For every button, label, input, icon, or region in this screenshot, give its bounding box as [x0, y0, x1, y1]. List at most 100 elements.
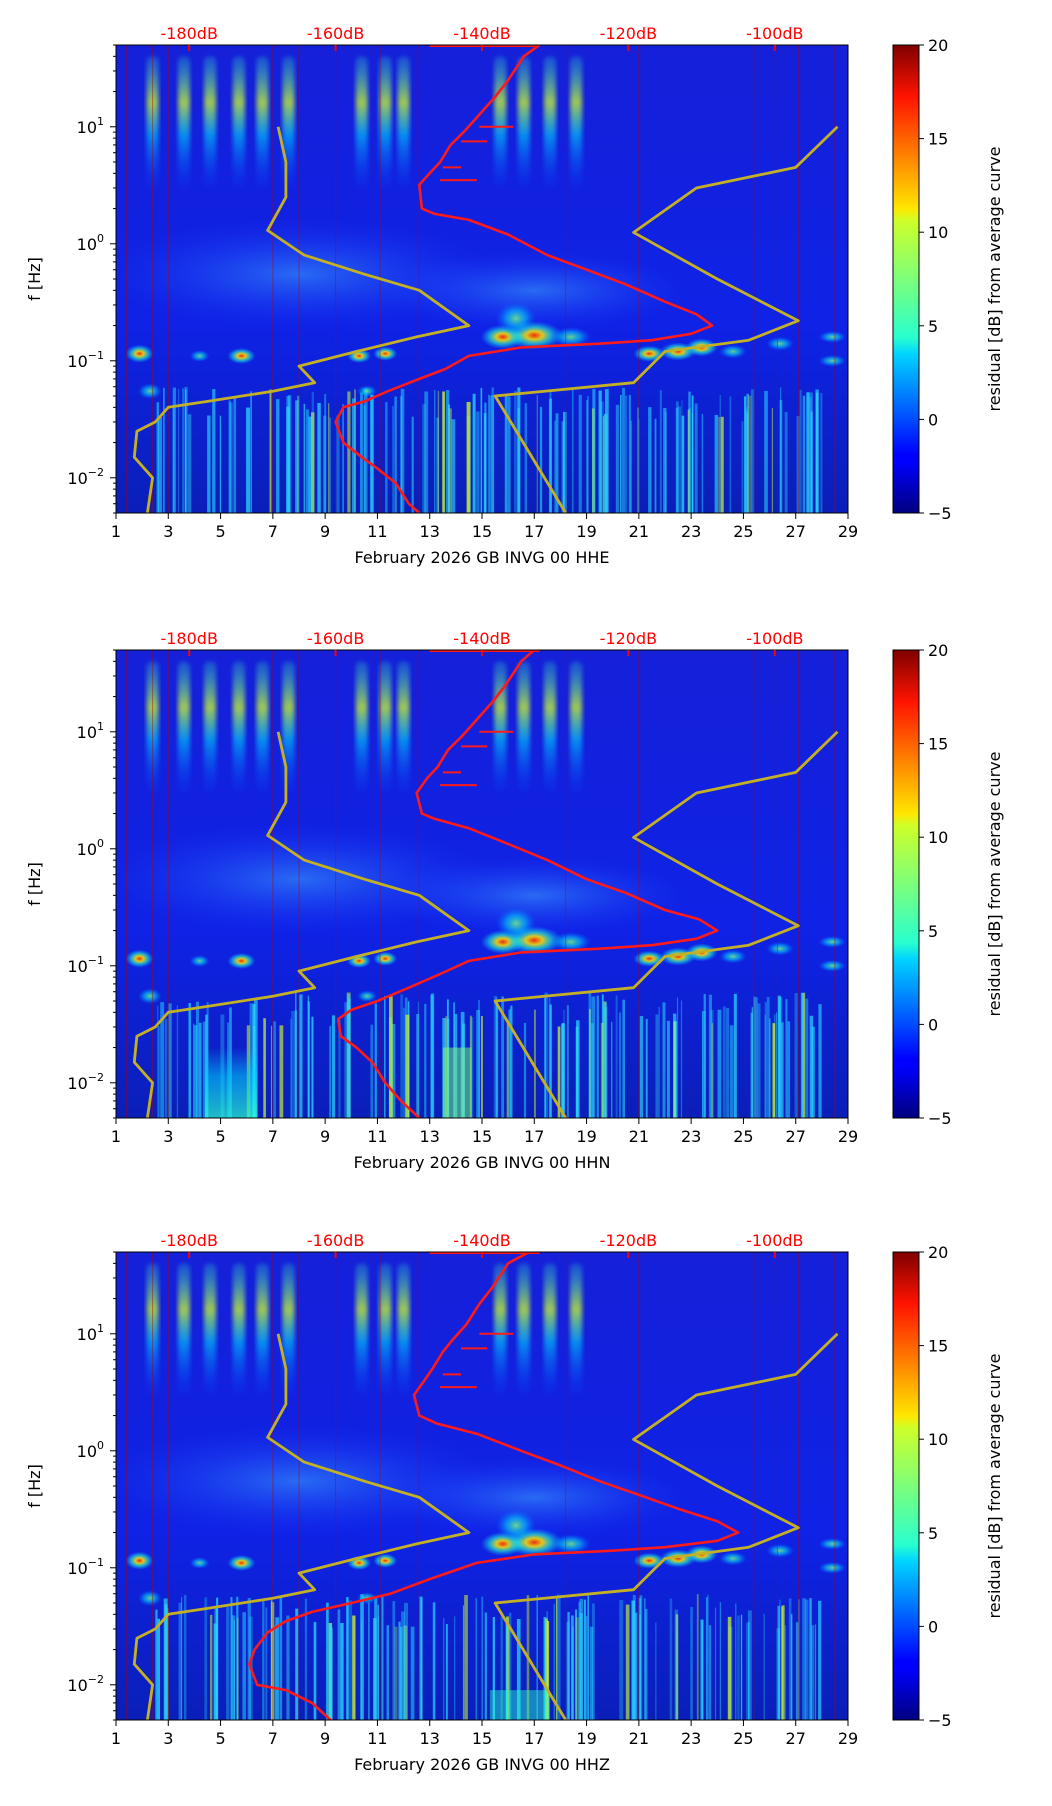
transient-column [707, 1594, 709, 1720]
transient-column [575, 1609, 577, 1720]
transient-column [363, 388, 368, 513]
transient-column [207, 415, 211, 513]
transient-column [615, 404, 619, 513]
transient-column [741, 421, 744, 513]
transient-column [348, 1600, 353, 1720]
transient-column [524, 403, 528, 513]
transient-column [548, 997, 551, 1118]
transient-column [204, 1597, 208, 1720]
colorbar-tick-label: −5 [928, 1711, 952, 1730]
transient-column [405, 1014, 410, 1118]
transient-column [290, 1018, 292, 1118]
noise-stripe [256, 1263, 269, 1395]
transient-column [307, 995, 309, 1118]
transient-column [788, 1598, 792, 1720]
x-tick-label: 25 [733, 1127, 753, 1146]
transient-column [236, 1617, 239, 1720]
transient-column [386, 1625, 390, 1720]
x-tick-label: 1 [111, 1729, 121, 1748]
transient-column [370, 1024, 374, 1118]
noise-stripe [379, 56, 392, 188]
transient-column [796, 415, 800, 513]
transient-column [434, 389, 436, 513]
transient-column [726, 1007, 730, 1118]
high-noise-model-curve [493, 1332, 839, 1720]
noise-stripe [177, 661, 190, 793]
transient-column [377, 1604, 379, 1720]
transient-column [800, 992, 804, 1118]
transient-column [681, 415, 685, 513]
transient-column [392, 405, 394, 513]
colorbar-tick-label: 20 [928, 36, 948, 55]
transient-column [299, 994, 303, 1118]
transient-column [588, 992, 592, 1118]
transient-column [645, 1018, 648, 1118]
heatmap-texture [116, 1252, 848, 1720]
transient-column [164, 1604, 168, 1720]
transient-column [324, 394, 327, 513]
x-tick-label: 27 [786, 1729, 806, 1748]
transient-column [752, 996, 756, 1118]
x-tick-label: 5 [215, 522, 225, 541]
top-db-label: -120dB [600, 629, 657, 648]
x-tick-label: 3 [163, 1127, 173, 1146]
transient-column [373, 1618, 377, 1720]
microseism-blob [550, 931, 591, 952]
transient-column [385, 402, 388, 513]
transient-column [311, 412, 315, 513]
transient-column [374, 1003, 377, 1118]
transient-column [492, 1617, 495, 1720]
median-curve [336, 650, 719, 1118]
transient-column [561, 1023, 565, 1118]
transient-column [338, 1020, 341, 1118]
transient-column [814, 1624, 817, 1720]
transient-column [311, 1016, 314, 1118]
transient-column [784, 1625, 787, 1720]
transient-column [476, 411, 480, 513]
transient-column [377, 1615, 379, 1720]
transient-column [589, 1009, 591, 1118]
y-tick-label: 101 [77, 115, 104, 137]
noise-stripe [543, 661, 556, 793]
transient-column [536, 1595, 538, 1720]
transient-column [337, 1609, 341, 1720]
transient-column [587, 1595, 590, 1720]
noise-stripe [256, 56, 269, 188]
microseism-blob [495, 1509, 536, 1542]
transient-column [631, 1600, 636, 1720]
transient-column [818, 1600, 822, 1720]
transient-column [776, 1012, 778, 1118]
x-tick-label: 21 [629, 1127, 649, 1146]
transient-column [751, 389, 755, 513]
transient-column [496, 999, 499, 1118]
transient-column [370, 394, 374, 513]
noise-stripe [355, 56, 368, 188]
transient-column [603, 1006, 608, 1118]
transient-column [750, 1012, 753, 1118]
transient-column [805, 1599, 809, 1720]
transient-column [164, 1018, 168, 1118]
transient-column [416, 1013, 420, 1118]
transient-column [188, 1003, 191, 1118]
transient-column [720, 416, 724, 513]
noise-stripe [177, 56, 190, 188]
noise-stripe [570, 661, 583, 793]
x-tick-label: 3 [163, 522, 173, 541]
transient-column [516, 1618, 521, 1720]
microseism-blob [818, 935, 847, 948]
transient-column [737, 1615, 740, 1720]
transient-column [763, 1613, 765, 1720]
noise-stripe [204, 661, 217, 793]
transient-column [399, 1626, 403, 1720]
transient-column [658, 1006, 661, 1118]
transient-column [250, 391, 252, 513]
transient-column [501, 996, 505, 1118]
transient-column [445, 1624, 448, 1720]
x-tick-label: 23 [681, 1127, 701, 1146]
transient-column [417, 1001, 419, 1118]
microseism-blob [189, 1556, 210, 1569]
transient-column [294, 1010, 297, 1118]
transient-column [157, 1618, 161, 1720]
colorbar [892, 649, 920, 1119]
